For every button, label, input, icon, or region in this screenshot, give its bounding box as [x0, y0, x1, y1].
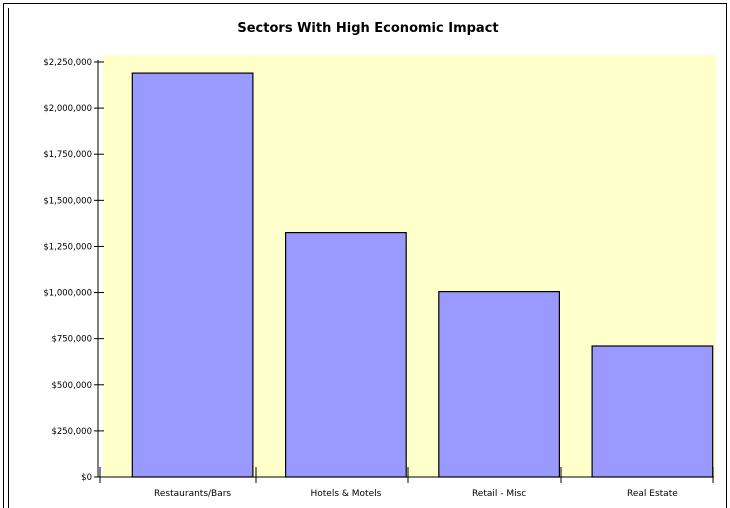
bar-retail-misc [438, 291, 560, 478]
chart-title: Sectors With High Economic Impact [237, 21, 498, 36]
y-tick-label: $1,000,000 [43, 289, 92, 299]
x-tick-label: Real Estate [627, 489, 678, 499]
chart-outer-frame [3, 3, 727, 508]
y-tick-label: $1,750,000 [43, 150, 92, 160]
y-tick-label: $2,000,000 [43, 104, 92, 114]
y-tick-label: $500,000 [51, 381, 92, 391]
x-axis: Restaurants/Bars Hotels & Motels Retail - … [98, 467, 714, 499]
y-tick-label: $1,500,000 [43, 196, 92, 206]
y-tick-label: $250,000 [51, 427, 92, 437]
x-tick-label: Retail - Misc [472, 489, 526, 499]
x-tick-label: Hotels & Motels [311, 489, 382, 499]
bars-group [131, 72, 714, 478]
x-tick-label: Restaurants/Bars [154, 489, 231, 499]
y-tick-label: $2,250,000 [43, 58, 92, 68]
bar-hotels-motels [285, 232, 407, 478]
y-tick-label: $0 [81, 473, 92, 483]
bar-real-estate [591, 345, 714, 478]
y-tick-label: $750,000 [51, 335, 92, 345]
y-tick-label: $1,250,000 [43, 242, 92, 252]
bar-restaurants-bars [131, 72, 254, 478]
chart-inner-frame [8, 8, 724, 508]
y-axis: $0 $250,000 $500,000 $750,000 $1,000,000 $1,2… [43, 58, 104, 483]
